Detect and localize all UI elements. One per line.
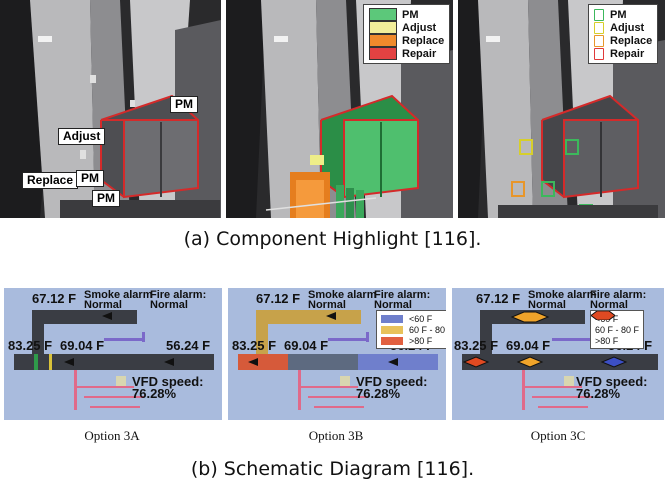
- temp-top-3c: 67.12 F: [476, 291, 521, 306]
- document-icon-replace: [594, 34, 604, 47]
- swatch-adjust: [369, 21, 397, 34]
- legend-hot-label-3b: >80 F: [409, 335, 433, 346]
- legend-row-repair: Repair: [369, 47, 444, 60]
- temp-right-3a: 56.24 F: [166, 338, 211, 353]
- legend-icon-adjust-label: Adjust: [610, 21, 645, 34]
- legend-row-hot-3c: >80 F: [591, 311, 639, 346]
- legend-hot-label-3c: >80 F: [595, 335, 619, 346]
- subcaption-3a: Option 3A: [84, 428, 140, 443]
- legend-icon-repair-label: Repair: [610, 47, 645, 60]
- temp-left-3b: 83.25 F: [232, 338, 277, 353]
- temp-left-3a: 83.25 F: [8, 338, 53, 353]
- bar-hot-3b: [381, 336, 403, 345]
- label-adjust: Adjust: [58, 128, 106, 145]
- vfd-label-3a: VFD speed:: [132, 374, 204, 389]
- fire-alarm-3b: Fire alarm:: [374, 289, 431, 301]
- component-highlight-panel-3: PM Adjust Replace Repair: [458, 0, 665, 218]
- bar-cold-3b: [381, 314, 403, 323]
- legend-mid-label-3c: 60 F - 80 F: [595, 324, 640, 335]
- fire-alarm-3c: Fire alarm:: [590, 289, 647, 301]
- schematic-panel-3b: 67.12 F Smoke alarm Normal Fire alarm: N…: [228, 288, 446, 420]
- temp-top-3a: 67.12 F: [32, 291, 77, 306]
- component-highlight-panel-2: PM Adjust Replace Repair: [226, 0, 453, 218]
- legend-row-cold-3b: <60 F: [381, 313, 446, 324]
- schematic-panel-3a: 67.12 F Smoke alarm Normal Fire alarm: N…: [4, 288, 222, 420]
- fire-status-3a: Normal: [150, 299, 188, 311]
- smoke-status-3b: Normal: [308, 299, 346, 311]
- legend-row-mid-3b: 60 F - 80 F: [381, 324, 446, 335]
- bar-mid-3b: [381, 325, 403, 334]
- label-pm-top: PM: [170, 96, 198, 113]
- schematic-duct-3b: [238, 310, 438, 410]
- smoke-status-3c: Normal: [528, 299, 566, 311]
- legend-icon-pm-label: PM: [610, 8, 627, 21]
- vfd-label-3c: VFD speed:: [576, 374, 648, 389]
- component-highlight-panel-1: PM Adjust Replace PM PM: [0, 0, 221, 218]
- legend-row-adjust: Adjust: [369, 21, 444, 34]
- schematic-duct-3a: [14, 310, 214, 410]
- label-pm-mid: PM: [76, 170, 104, 187]
- legend-cold-label-3b: <60 F: [409, 313, 433, 324]
- fire-status-3c: Normal: [590, 299, 628, 311]
- temp-mid-3a: 69.04 F: [60, 338, 105, 353]
- legend-row-pm: PM: [369, 8, 444, 21]
- vfd-value-3a: 76.28%: [132, 386, 177, 401]
- smoke-status-3a: Normal: [84, 299, 122, 311]
- legend-icon-row-repair: Repair: [594, 47, 652, 60]
- figure-b-caption: (b) Schematic Diagram [116].: [190, 458, 475, 480]
- legend-icon-replace-label: Replace: [610, 34, 653, 47]
- legend-repair-label: Repair: [402, 47, 437, 60]
- legend-row-mid-3c: 60 F - 80 F: [591, 311, 640, 335]
- subcaption-3c: Option 3C: [530, 428, 586, 443]
- temp-top-3b: 67.12 F: [256, 291, 301, 306]
- schematic-panel-3c: 67.12 F Smoke alarm Normal Fire alarm: N…: [452, 288, 664, 420]
- legend-icon-row-adjust: Adjust: [594, 21, 652, 34]
- schematic-duct-3c: [462, 310, 658, 410]
- swatch-repair: [369, 47, 397, 60]
- fire-alarm-3a: Fire alarm:: [150, 289, 207, 301]
- temperature-legend-3b: <60 F 60 F - 80 F >80 F: [376, 310, 446, 349]
- temperature-legend-3c: <60 F 60 F - 80 F >80 F: [590, 310, 645, 349]
- document-icon-pm: [594, 8, 604, 21]
- legend-adjust-label: Adjust: [402, 21, 437, 34]
- scene-3d-1: [0, 0, 221, 218]
- legend-maintenance-colors: PM Adjust Replace Repair: [363, 4, 451, 64]
- legend-pm-label: PM: [402, 8, 419, 21]
- smoke-alarm-3c: Smoke alarm: [528, 289, 597, 301]
- figure-a-caption: (a) Component Highlight [116].: [183, 228, 482, 250]
- swatch-replace: [369, 34, 397, 47]
- temp-mid-3c: 69.04 F: [506, 338, 551, 353]
- temp-mid-3b: 69.04 F: [284, 338, 329, 353]
- swatch-pm: [369, 8, 397, 21]
- temp-left-3c: 83.25 F: [454, 338, 499, 353]
- subcaption-3b: Option 3B: [308, 428, 364, 443]
- legend-maintenance-icons: PM Adjust Replace Repair: [588, 4, 659, 64]
- smoke-alarm-3b: Smoke alarm: [308, 289, 377, 301]
- legend-icon-row-pm: PM: [594, 8, 652, 21]
- smoke-alarm-3a: Smoke alarm: [84, 289, 153, 301]
- document-icon-repair: [594, 47, 604, 60]
- vfd-value-3c: 76.28%: [576, 386, 621, 401]
- vfd-label-3b: VFD speed:: [356, 374, 428, 389]
- legend-row-hot-3b: >80 F: [381, 335, 446, 346]
- arrow-icon-hot: [591, 311, 615, 320]
- fire-status-3b: Normal: [374, 299, 412, 311]
- document-icon-adjust: [594, 21, 604, 34]
- legend-replace-label: Replace: [402, 34, 445, 47]
- legend-row-replace: Replace: [369, 34, 444, 47]
- label-pm-bottom: PM: [92, 190, 120, 207]
- vfd-value-3b: 76.28%: [356, 386, 401, 401]
- legend-mid-label-3b: 60 F - 80 F: [409, 324, 446, 335]
- label-replace: Replace: [22, 172, 79, 189]
- legend-icon-row-replace: Replace: [594, 34, 652, 47]
